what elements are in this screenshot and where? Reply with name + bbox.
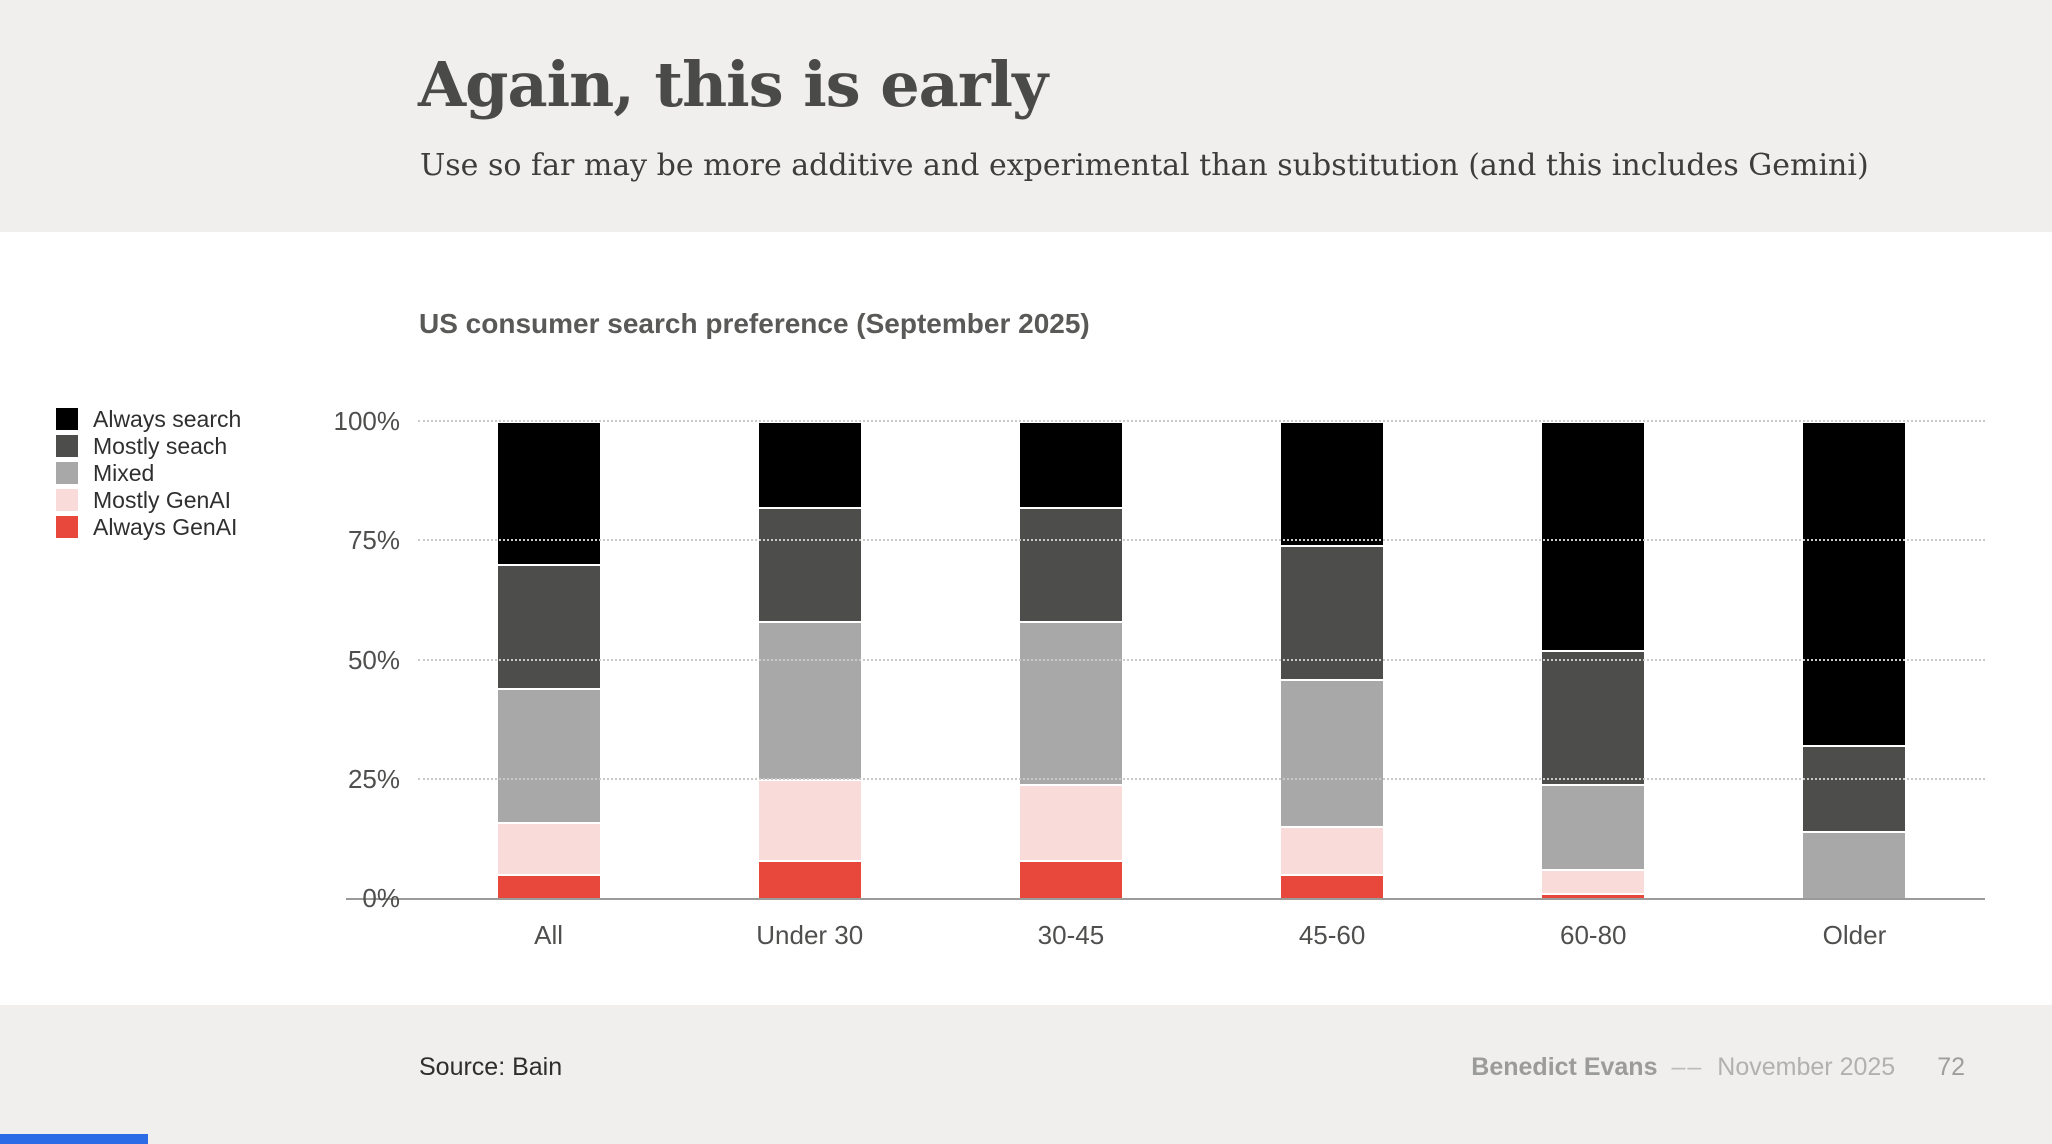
bar-slot-under-30: Under 30 xyxy=(679,421,940,950)
legend-label: Mixed xyxy=(93,459,155,486)
x-axis-line xyxy=(346,898,1985,900)
x-axis-label: 60-80 xyxy=(1560,920,1627,950)
legend-label: Mostly GenAI xyxy=(93,486,232,513)
chart-legend: Always search Mostly seach Mixed Mostly Gen… xyxy=(56,406,241,541)
bar-segment xyxy=(1803,831,1906,898)
stacked-bar xyxy=(1803,421,1906,898)
legend-item: Mostly seach xyxy=(56,433,241,459)
bar-segment xyxy=(758,778,861,860)
y-axis-tick-label: 50% xyxy=(347,644,400,675)
slide-date: November 2025 xyxy=(1717,1053,1896,1081)
legend-item: Always GenAI xyxy=(56,514,241,540)
bar-segment xyxy=(1019,783,1122,860)
bar-segment xyxy=(1281,421,1384,546)
x-axis-label: All xyxy=(534,920,564,950)
bar-slot-60-80: 60-80 xyxy=(1463,421,1724,950)
bar-segment xyxy=(758,421,861,507)
credit-separator: –– xyxy=(1671,1053,1704,1081)
chart-plot-area: All Under 30 30-45 45-60 60-80 Older 100% 75% 5… xyxy=(334,408,1985,950)
bar-segment xyxy=(758,859,861,898)
bar-segment xyxy=(1019,421,1122,507)
gridline-50 xyxy=(418,658,1985,661)
bar-segment xyxy=(497,821,600,875)
x-axis-label: Older xyxy=(1822,920,1887,950)
bar-slot-30-45: 30-45 xyxy=(940,421,1201,950)
slide-title: Again, this is early xyxy=(418,48,1048,121)
bar-segment xyxy=(758,506,861,622)
author-name: Benedict Evans xyxy=(1471,1053,1658,1081)
x-axis-label: 30-45 xyxy=(1037,920,1105,950)
bar-segment xyxy=(1803,421,1906,746)
legend-swatch xyxy=(56,462,78,484)
bar-segment xyxy=(1281,874,1384,898)
y-axis-tick-label: 100% xyxy=(333,406,401,436)
legend-swatch xyxy=(56,489,78,511)
bar-segment xyxy=(1542,421,1645,650)
bar-slot-45-60: 45-60 xyxy=(1202,421,1463,950)
source-note: Source: Bain xyxy=(419,1053,563,1081)
bar-segment xyxy=(497,564,600,689)
y-axis-tick-label: 25% xyxy=(347,763,400,794)
stacked-bar xyxy=(758,421,861,898)
legend-label: Mostly seach xyxy=(93,432,228,459)
bar-segment xyxy=(1542,783,1645,870)
page-number: 72 xyxy=(1937,1053,1965,1081)
bar-slots: All Under 30 30-45 45-60 60-80 Older xyxy=(418,421,1985,950)
bar-segment xyxy=(1019,621,1122,784)
slide-footer: Source: Bain Benedict Evans –– November … xyxy=(0,1005,2052,1144)
bar-segment xyxy=(497,421,600,565)
bar-segment xyxy=(1019,506,1122,622)
y-axis-tick-label: 0% xyxy=(362,883,400,913)
bar-segment xyxy=(758,621,861,779)
gridline-100 xyxy=(418,420,1985,422)
stacked-bar xyxy=(497,421,600,898)
bar-segment xyxy=(1542,649,1645,784)
legend-label: Always search xyxy=(93,405,242,432)
bar-segment xyxy=(1542,869,1645,894)
footer-credit: Benedict Evans –– November 2025 72 xyxy=(1471,1053,1965,1082)
legend-item: Always search xyxy=(56,406,241,432)
legend-item: Mostly GenAI xyxy=(56,487,241,513)
bar-segment xyxy=(497,874,600,898)
slide-header: Again, this is early Use so far may be m… xyxy=(0,0,2052,232)
x-axis-label: Under 30 xyxy=(756,920,864,950)
bar-segment xyxy=(1542,893,1645,898)
legend-swatch xyxy=(56,435,78,457)
stacked-bar xyxy=(1019,421,1122,898)
bar-slot-all: All xyxy=(418,421,679,950)
stacked-bar xyxy=(1542,421,1645,898)
slide-progress-bar xyxy=(0,1134,148,1144)
bar-segment xyxy=(497,688,600,822)
bar-segment xyxy=(1281,678,1384,827)
slide-subtitle: Use so far may be more additive and expe… xyxy=(420,148,1869,183)
bar-segment xyxy=(1281,826,1384,875)
y-axis-tick-label: 75% xyxy=(347,525,400,556)
gridline-75 xyxy=(418,539,1985,542)
bar-segment xyxy=(1019,859,1122,898)
bar-slot-older: Older xyxy=(1724,421,1985,950)
stacked-bar xyxy=(1281,421,1384,898)
legend-label: Always GenAI xyxy=(93,513,238,540)
x-axis-label: 45-60 xyxy=(1298,920,1366,950)
gridline-25 xyxy=(418,777,1985,780)
bar-segment xyxy=(1803,745,1906,832)
chart-title: US consumer search preference (September… xyxy=(419,308,1090,339)
legend-swatch xyxy=(56,516,78,538)
legend-swatch xyxy=(56,408,78,430)
legend-item: Mixed xyxy=(56,460,241,486)
bar-segment xyxy=(1281,545,1384,679)
